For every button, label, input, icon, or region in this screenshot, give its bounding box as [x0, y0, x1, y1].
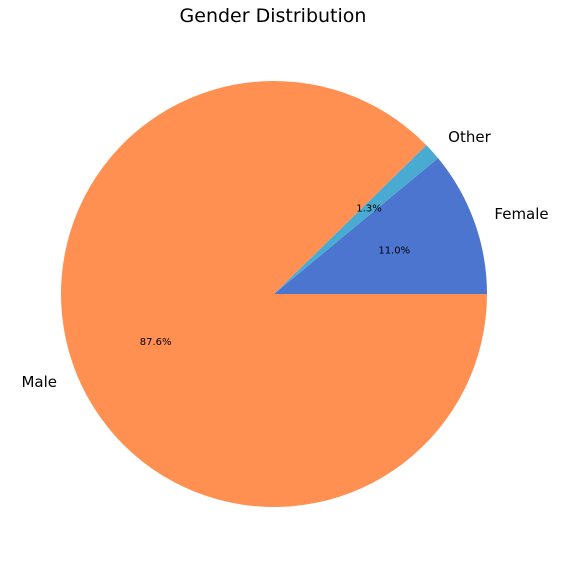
pie-slices	[61, 81, 487, 507]
chart-title: Gender Distribution	[180, 5, 367, 27]
pct-label-male: 87.6%	[140, 337, 172, 348]
slice-label-female: Female	[494, 205, 548, 223]
pct-label-female: 11.0%	[378, 246, 410, 257]
slice-label-male: Male	[21, 373, 57, 391]
slice-label-other: Other	[448, 128, 491, 146]
pct-label-other: 1.3%	[356, 204, 381, 215]
pie-slice-male	[61, 81, 487, 507]
